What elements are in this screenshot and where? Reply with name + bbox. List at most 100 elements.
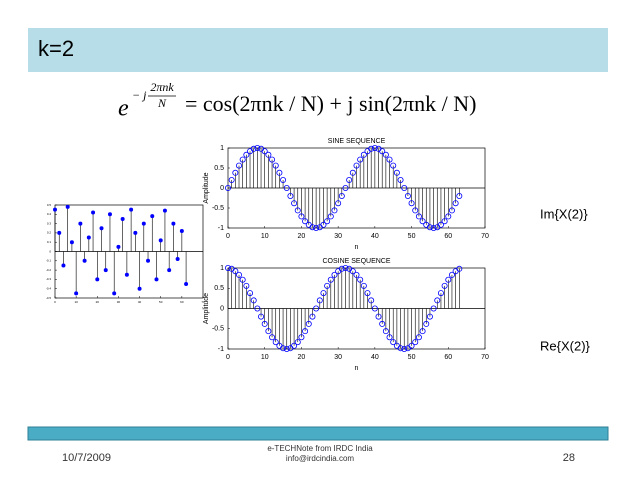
stem-marker xyxy=(302,218,309,225)
stem-marker xyxy=(327,213,334,220)
y-tick-label: 0.1 xyxy=(47,240,52,244)
stem-marker xyxy=(360,151,367,158)
x-axis-label: n xyxy=(355,365,359,372)
stem-marker xyxy=(283,345,290,352)
stem-marker xyxy=(69,240,74,245)
stem-marker xyxy=(324,218,331,225)
stem-marker xyxy=(390,162,397,169)
stem-marker xyxy=(331,271,338,278)
stem-marker xyxy=(335,200,342,207)
y-tick-label: -0.5 xyxy=(46,296,52,300)
stem-marker xyxy=(412,207,419,214)
stem-marker xyxy=(382,328,389,335)
stem-marker xyxy=(239,156,246,163)
stem-marker xyxy=(338,265,345,272)
stem-marker xyxy=(419,328,426,335)
stem-marker xyxy=(298,213,305,220)
stem-marker xyxy=(53,207,58,212)
stem-marker xyxy=(124,272,129,277)
stem-marker xyxy=(309,224,316,231)
stem-marker xyxy=(401,345,408,352)
stem-marker xyxy=(120,216,125,221)
y-tick-label: -0.5 xyxy=(212,205,224,212)
stem-marker xyxy=(272,339,279,346)
stem-marker xyxy=(423,320,430,327)
footer-page: 28 xyxy=(563,452,575,464)
stem-marker xyxy=(386,334,393,341)
y-tick-label: -0.2 xyxy=(46,268,52,272)
y-tick-label: -0.1 xyxy=(46,259,52,263)
stem-marker xyxy=(243,151,250,158)
stem-marker xyxy=(309,313,316,320)
stem-marker xyxy=(349,268,356,275)
stem-marker xyxy=(379,320,386,327)
stem-marker xyxy=(129,207,134,212)
stem-marker xyxy=(224,184,231,191)
x-tick-label: 40 xyxy=(371,354,379,361)
stem-marker xyxy=(258,313,265,320)
x-tick-label: 40 xyxy=(138,300,142,304)
x-tick-label: 50 xyxy=(408,354,416,361)
stem-marker xyxy=(415,213,422,220)
stem-marker xyxy=(412,339,419,346)
stem-marker xyxy=(408,200,415,207)
stem-marker xyxy=(456,192,463,199)
stem-marker xyxy=(426,224,433,231)
y-tick-label: 1 xyxy=(220,145,224,152)
stem-marker xyxy=(390,339,397,346)
stem-marker xyxy=(426,313,433,320)
stem-marker xyxy=(287,192,294,199)
stem-marker xyxy=(382,151,389,158)
stem-marker xyxy=(116,244,121,249)
stem-marker xyxy=(408,342,415,349)
stem-marker xyxy=(404,192,411,199)
stem-marker xyxy=(261,148,268,155)
x-tick-label: 70 xyxy=(481,233,489,240)
stem-marker xyxy=(179,229,184,234)
stem-marker xyxy=(441,218,448,225)
im-label: Im{X(2)} xyxy=(540,206,588,221)
chart-title: COSINE SEQUENCE xyxy=(322,258,390,265)
stem-marker xyxy=(112,291,117,296)
stem-marker xyxy=(294,207,301,214)
stem-marker xyxy=(393,169,400,176)
stem-marker xyxy=(133,230,138,235)
x-tick-label: 60 xyxy=(444,354,452,361)
stem-marker xyxy=(368,297,375,304)
x-tick-label: 60 xyxy=(180,300,184,304)
stem-marker xyxy=(305,320,312,327)
stem-marker xyxy=(456,265,463,272)
stem-marker xyxy=(368,145,375,152)
stem-marker xyxy=(146,258,151,263)
stem-marker xyxy=(342,264,349,271)
stem-marker xyxy=(74,291,79,296)
x-tick-label: 20 xyxy=(298,354,306,361)
x-tick-label: 50 xyxy=(408,233,416,240)
stem-marker xyxy=(448,271,455,278)
footer-source: e-TECHNote from IRDC India xyxy=(267,444,373,453)
stem-marker xyxy=(250,145,257,152)
stem-marker xyxy=(137,286,142,291)
stem-marker xyxy=(430,305,437,312)
stem-marker xyxy=(445,276,452,283)
stem-marker xyxy=(247,290,254,297)
formula-exp-den: N xyxy=(157,96,167,110)
stem-marker xyxy=(448,207,455,214)
y-tick-label: -0.5 xyxy=(212,326,224,333)
y-axis-label: Amplitude xyxy=(203,293,210,324)
stem-marker xyxy=(452,200,459,207)
footer-band xyxy=(27,426,609,441)
stem-marker xyxy=(353,162,360,169)
stem-marker xyxy=(331,207,338,214)
stem-marker xyxy=(228,176,235,183)
y-tick-label: 0 xyxy=(220,305,224,312)
stem-marker xyxy=(95,277,100,282)
stem-marker xyxy=(437,290,444,297)
x-tick-label: 30 xyxy=(117,300,121,304)
stem-marker xyxy=(107,212,112,217)
stem-marker xyxy=(346,176,353,183)
stem-marker xyxy=(324,282,331,289)
stem-marker xyxy=(167,268,172,273)
stem-marker xyxy=(254,144,261,151)
stem-marker xyxy=(371,305,378,312)
